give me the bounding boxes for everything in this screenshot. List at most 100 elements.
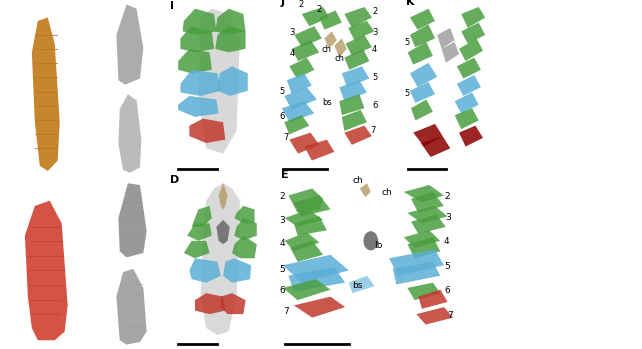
Polygon shape (288, 188, 323, 213)
Text: 4: 4 (372, 45, 377, 54)
Polygon shape (302, 7, 329, 26)
Text: 3: 3 (290, 28, 295, 37)
Polygon shape (411, 99, 433, 120)
Text: 4: 4 (444, 237, 449, 246)
Polygon shape (345, 35, 372, 56)
Polygon shape (294, 297, 345, 318)
Text: 2: 2 (317, 5, 322, 14)
Polygon shape (184, 241, 209, 258)
Text: E: E (281, 170, 289, 180)
Polygon shape (221, 293, 245, 314)
Polygon shape (413, 124, 443, 147)
Polygon shape (437, 28, 455, 49)
Text: F: F (3, 7, 10, 17)
Text: 4: 4 (279, 239, 285, 248)
Ellipse shape (363, 231, 378, 251)
Polygon shape (455, 108, 479, 129)
Text: 3: 3 (372, 28, 377, 37)
Polygon shape (410, 24, 435, 47)
Polygon shape (342, 110, 367, 131)
Polygon shape (344, 126, 372, 145)
Polygon shape (282, 101, 315, 122)
Text: 2: 2 (279, 192, 285, 201)
Polygon shape (417, 307, 453, 325)
Text: ch: ch (322, 45, 332, 54)
Polygon shape (410, 9, 435, 30)
Polygon shape (180, 70, 221, 96)
Text: 5: 5 (279, 87, 284, 96)
Polygon shape (283, 255, 349, 283)
Polygon shape (285, 232, 320, 251)
Polygon shape (234, 218, 257, 241)
Polygon shape (334, 38, 347, 58)
Polygon shape (283, 279, 331, 300)
Polygon shape (178, 96, 218, 117)
Text: B: B (103, 266, 111, 276)
Polygon shape (360, 183, 371, 197)
Polygon shape (285, 209, 323, 227)
Polygon shape (459, 126, 483, 147)
Text: ch: ch (334, 54, 344, 63)
Polygon shape (348, 21, 374, 40)
Polygon shape (216, 220, 230, 244)
Polygon shape (215, 9, 245, 35)
Polygon shape (408, 42, 433, 65)
Text: 5: 5 (444, 262, 449, 271)
Polygon shape (411, 215, 446, 234)
Text: 5: 5 (404, 89, 410, 98)
Polygon shape (340, 80, 367, 101)
Polygon shape (304, 140, 334, 161)
Polygon shape (455, 92, 479, 113)
Polygon shape (410, 63, 437, 87)
Text: A: A (3, 181, 12, 192)
Polygon shape (408, 283, 440, 300)
Text: 2: 2 (444, 192, 449, 201)
Polygon shape (290, 58, 315, 79)
Text: I: I (170, 1, 174, 11)
Polygon shape (189, 119, 225, 143)
Polygon shape (287, 73, 312, 94)
Polygon shape (116, 5, 143, 85)
Polygon shape (234, 206, 254, 223)
Polygon shape (178, 49, 212, 73)
Text: 7: 7 (283, 133, 288, 142)
Polygon shape (218, 183, 227, 209)
Text: 5: 5 (404, 38, 410, 47)
Polygon shape (419, 290, 447, 309)
Text: C: C (103, 179, 111, 189)
Polygon shape (290, 133, 319, 154)
Polygon shape (116, 269, 146, 345)
Polygon shape (32, 17, 60, 171)
Polygon shape (408, 237, 440, 258)
Polygon shape (389, 250, 444, 276)
Text: 7: 7 (447, 311, 453, 320)
Polygon shape (404, 185, 444, 202)
Text: 7: 7 (370, 126, 376, 135)
Polygon shape (118, 94, 141, 173)
Polygon shape (232, 236, 257, 258)
Polygon shape (288, 267, 345, 291)
Polygon shape (342, 66, 369, 87)
Polygon shape (291, 40, 319, 61)
Polygon shape (411, 192, 444, 213)
Polygon shape (223, 258, 251, 283)
Text: 5: 5 (372, 73, 377, 82)
Polygon shape (340, 94, 365, 115)
Polygon shape (215, 26, 245, 52)
Polygon shape (344, 7, 372, 28)
Polygon shape (284, 115, 309, 134)
Polygon shape (408, 206, 447, 223)
Text: J: J (281, 0, 284, 7)
Text: bs: bs (322, 98, 331, 107)
Text: H: H (103, 5, 112, 14)
Text: 6: 6 (279, 286, 285, 295)
Text: K: K (406, 0, 414, 7)
Text: ch: ch (382, 188, 392, 198)
Polygon shape (180, 26, 214, 52)
Text: 7: 7 (283, 307, 289, 316)
Text: 5: 5 (279, 265, 285, 274)
Polygon shape (393, 262, 440, 284)
Polygon shape (457, 58, 481, 79)
Polygon shape (294, 216, 327, 236)
Polygon shape (410, 82, 435, 103)
